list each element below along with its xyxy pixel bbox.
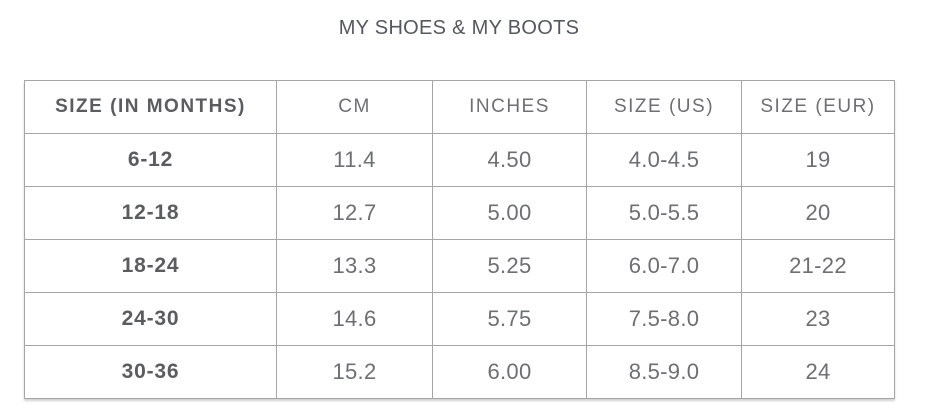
row-header-size-months: 18-24 xyxy=(24,239,277,293)
size-chart-table: SIZE (IN MONTHS) CM INCHES SIZE (US) SIZ… xyxy=(24,80,895,399)
table-cell-cm: 12.7 xyxy=(276,186,433,240)
table-cell-size-us: 5.0-5.5 xyxy=(586,186,742,240)
row-header-size-months: 6-12 xyxy=(24,133,277,187)
table-row: 30-36 15.2 6.00 8.5-9.0 24 xyxy=(24,345,895,399)
row-header-size-months: 30-36 xyxy=(24,345,277,399)
column-header-size-eur: SIZE (EUR) xyxy=(741,80,895,134)
table-row: 6-12 11.4 4.50 4.0-4.5 19 xyxy=(24,133,895,187)
table-cell-size-us: 4.0-4.5 xyxy=(586,133,742,187)
table-cell-inches: 4.50 xyxy=(432,133,587,187)
table-cell-cm: 14.6 xyxy=(276,292,433,346)
column-header-size-in-months: SIZE (IN MONTHS) xyxy=(24,80,277,134)
table-row: 18-24 13.3 5.25 6.0-7.0 21-22 xyxy=(24,239,895,293)
table-cell-size-us: 8.5-9.0 xyxy=(586,345,742,399)
header-row: SIZE (IN MONTHS) CM INCHES SIZE (US) SIZ… xyxy=(24,80,895,134)
table-cell-size-eur: 24 xyxy=(741,345,895,399)
column-header-inches: INCHES xyxy=(432,80,587,134)
table-row: 24-30 14.6 5.75 7.5-8.0 23 xyxy=(24,292,895,346)
table-cell-inches: 5.00 xyxy=(432,186,587,240)
table-cell-size-eur: 21-22 xyxy=(741,239,895,293)
table-cell-inches: 5.75 xyxy=(432,292,587,346)
table-cell-size-eur: 19 xyxy=(741,133,895,187)
row-header-size-months: 24-30 xyxy=(24,292,277,346)
table-cell-size-eur: 20 xyxy=(741,186,895,240)
page-title: MY SHOES & MY BOOTS xyxy=(338,17,580,39)
table-cell-size-eur: 23 xyxy=(741,292,895,346)
column-header-size-us: SIZE (US) xyxy=(586,80,742,134)
table-cell-size-us: 6.0-7.0 xyxy=(586,239,742,293)
table-row: 12-18 12.7 5.00 5.0-5.5 20 xyxy=(24,186,895,240)
column-header-cm: CM xyxy=(276,80,433,134)
table-cell-inches: 5.25 xyxy=(432,239,587,293)
table-cell-inches: 6.00 xyxy=(432,345,587,399)
table-cell-cm: 15.2 xyxy=(276,345,433,399)
table-cell-cm: 13.3 xyxy=(276,239,433,293)
row-header-size-months: 12-18 xyxy=(24,186,277,240)
table-cell-size-us: 7.5-8.0 xyxy=(586,292,742,346)
table-cell-cm: 11.4 xyxy=(276,133,433,187)
